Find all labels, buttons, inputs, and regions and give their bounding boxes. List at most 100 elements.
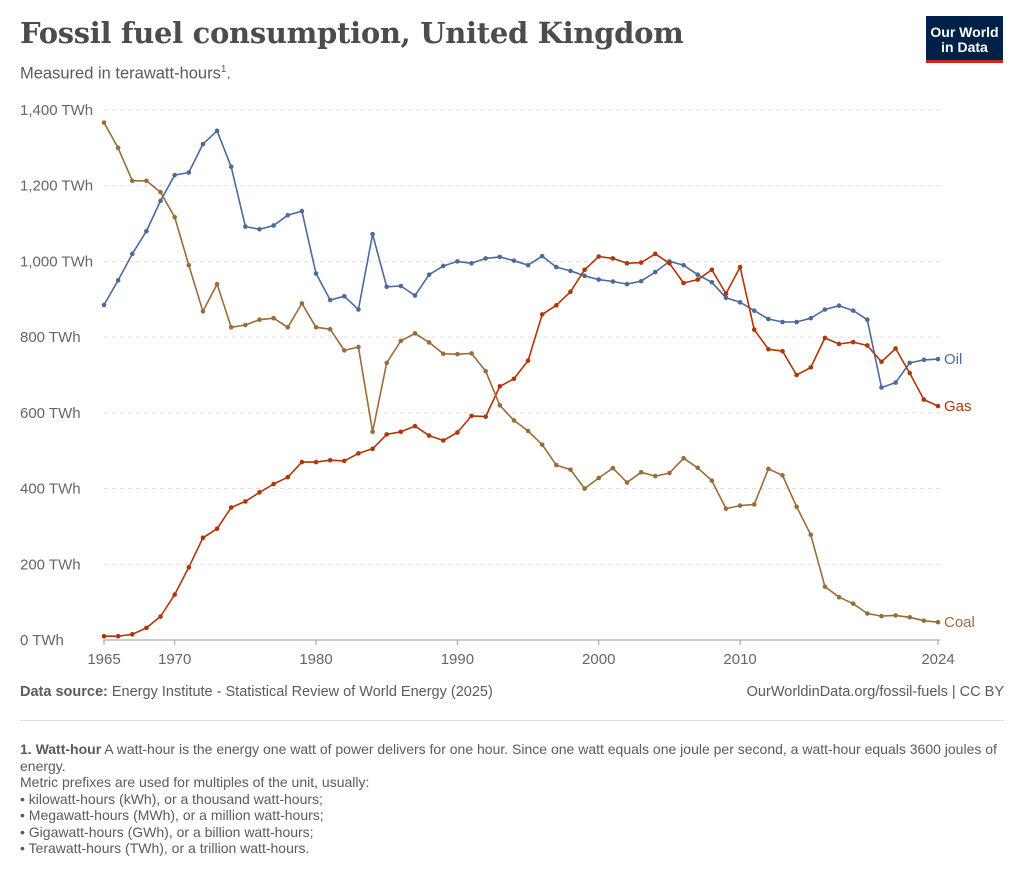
y-tick-label: 1,400 TWh (20, 102, 93, 119)
coal-point (596, 475, 602, 481)
prefix-line: Metric prefixes are used for multiples o… (20, 774, 370, 790)
gas-point (568, 289, 573, 295)
oil-point (921, 357, 927, 363)
coal-point (370, 429, 375, 435)
gas-point (879, 359, 884, 365)
oil-point (511, 258, 517, 263)
oil-point (214, 128, 220, 134)
coal-point (681, 455, 686, 461)
coal-point (709, 478, 715, 483)
gas-point (695, 277, 700, 282)
x-tick-label: 2000 (582, 651, 615, 668)
oil-point (129, 251, 135, 257)
coal-point (214, 281, 220, 287)
coal-point (313, 325, 319, 330)
coal-point (582, 486, 587, 491)
y-tick-label: 200 TWh (20, 556, 81, 573)
source-text[interactable]: Energy Institute - Statistical Review of… (111, 684, 493, 700)
y-axis-ticks: 0 TWh 200 TWh 400 TWh 600 TWh 800 TWh 1,000 T… (20, 102, 93, 649)
coal-point (483, 368, 488, 374)
chart-subtitle: Measured in terawatt-hours1. (20, 64, 231, 84)
oil-point (271, 223, 276, 228)
gas-point (115, 633, 121, 639)
x-tick-label: 1980 (299, 651, 332, 668)
oil-point (398, 283, 404, 289)
oil-point (327, 297, 333, 303)
line-chart[interactable]: 0 TWh 200 TWh 400 TWh 600 TWh 800 TWh 1,000 T… (0, 90, 1024, 670)
oil-point (539, 253, 545, 259)
coal-point (723, 506, 729, 511)
gas-point (497, 384, 503, 389)
gas-point (610, 256, 616, 261)
oil-point (483, 256, 488, 261)
oil-point (440, 263, 446, 269)
coal-point (511, 418, 517, 423)
gas-point (737, 264, 743, 270)
gas-point (214, 526, 220, 531)
gas-point (850, 339, 856, 345)
oil-point (228, 164, 234, 170)
gas-point (935, 403, 941, 409)
oil-point (285, 212, 291, 218)
x-tick-label: 1965 (87, 651, 120, 668)
source-url[interactable]: OurWorldinData.org/fossil-fuels | CC BY (746, 684, 1004, 700)
gas-point (172, 592, 177, 597)
oil-point (455, 259, 460, 264)
gas-point (426, 433, 432, 438)
oil-point (554, 264, 559, 270)
oil-point (822, 307, 828, 312)
gas-line (104, 253, 939, 638)
coal-point (638, 469, 644, 475)
subtitle-text: Measured in terawatt-hours (20, 64, 221, 83)
y-tick-label: 800 TWh (20, 329, 81, 346)
coal-point (440, 351, 446, 357)
oil-point (568, 268, 573, 274)
oil-point (723, 295, 729, 301)
oil-point (879, 385, 884, 390)
x-tick-label: 2010 (723, 651, 756, 668)
gas-point (539, 312, 545, 317)
coal-point (497, 402, 503, 408)
oil-point (695, 272, 700, 277)
oil-point (342, 293, 347, 299)
prefix-item: Gigawatt-hours (GWh), or a billion watt-… (20, 824, 1004, 841)
coal-point (794, 504, 799, 510)
gas-point (596, 254, 602, 259)
coal-point (455, 351, 460, 357)
gas-point (893, 346, 898, 351)
coal-point (624, 480, 630, 485)
gas-point (342, 458, 347, 464)
oil-point (158, 198, 163, 204)
oil-point (200, 141, 206, 147)
coal-point (539, 442, 545, 447)
gas-point (271, 481, 276, 487)
oil-point (101, 302, 107, 308)
oil-point (257, 226, 262, 232)
y-tick-label: 400 TWh (20, 481, 81, 498)
oil-point (865, 317, 870, 323)
gas-point (200, 535, 206, 541)
coal-point (525, 428, 531, 434)
coal-point (426, 340, 432, 345)
coal-point (398, 338, 404, 344)
gas-point (398, 429, 404, 435)
footnote-1: 1. Watt-hour A watt-hour is the energy o… (20, 741, 1004, 774)
oil-point (525, 262, 531, 268)
chart-title: Fossil fuel consumption, United Kingdom (20, 16, 684, 50)
gas-point (313, 459, 319, 465)
gas-point (370, 446, 375, 452)
owid-logo[interactable]: Our World in Data (926, 16, 1003, 63)
coal-point (101, 120, 107, 125)
coal-point (384, 360, 390, 366)
gas-point (483, 414, 488, 419)
coal-point (836, 594, 842, 600)
gas-point (780, 348, 785, 354)
footnote-marker[interactable]: 1 (220, 64, 227, 75)
coal-point (257, 317, 262, 323)
y-tick-label: 1,000 TWh (20, 253, 93, 270)
gas-point (511, 376, 517, 382)
gas-point (186, 565, 192, 570)
prefix-list: kilowatt-hours (kWh), or a thousand watt… (20, 791, 1004, 857)
gas-point (243, 499, 248, 504)
gas-point (440, 438, 446, 443)
